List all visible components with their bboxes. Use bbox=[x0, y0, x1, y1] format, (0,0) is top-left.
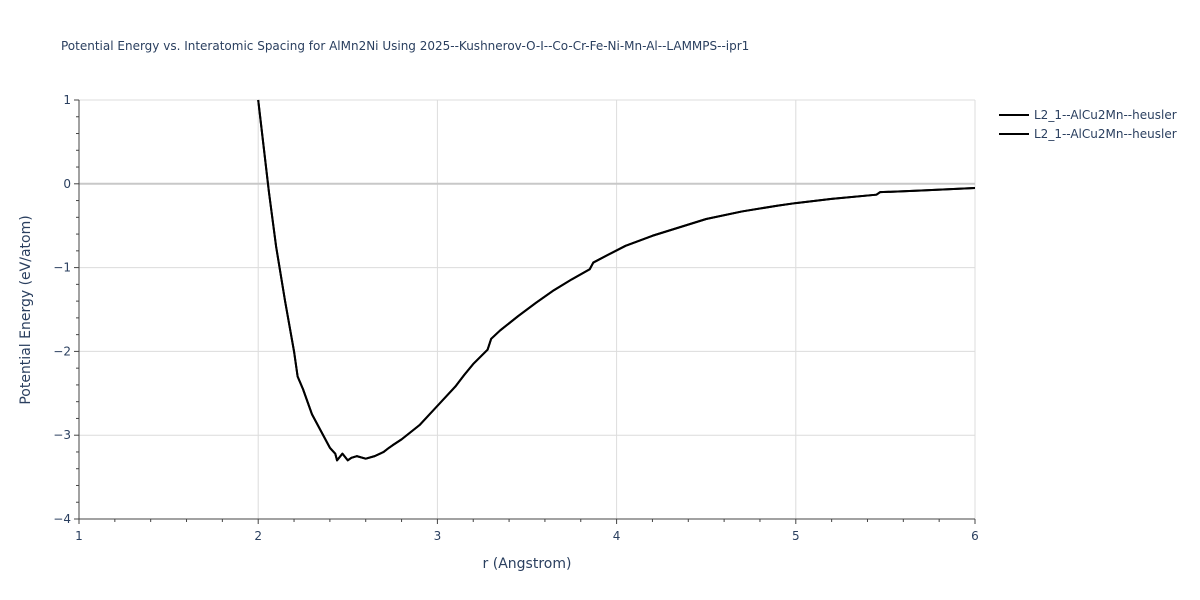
y-tick-label: −1 bbox=[53, 261, 71, 275]
chart-title: Potential Energy vs. Interatomic Spacing… bbox=[61, 39, 749, 53]
y-axis-title: Potential Energy (eV/atom) bbox=[18, 215, 34, 404]
x-tick-label: 3 bbox=[434, 529, 442, 543]
y-tick-label: −4 bbox=[53, 512, 71, 526]
axes bbox=[74, 99, 976, 524]
series-line-2 bbox=[257, 99, 975, 462]
grid-lines bbox=[79, 99, 976, 519]
legend-label: L2_1--AlCu2Mn--heusler bbox=[1034, 108, 1177, 122]
x-tick-label: 6 bbox=[971, 529, 979, 543]
x-tick-label: 2 bbox=[254, 529, 262, 543]
x-tick-label: 1 bbox=[75, 529, 83, 543]
y-tick-label: −3 bbox=[53, 428, 71, 442]
y-tick-label: 0 bbox=[63, 177, 71, 191]
x-tick-labels: 1 2 3 4 5 6 bbox=[75, 529, 979, 543]
legend-item-1[interactable]: L2_1--AlCu2Mn--heusler bbox=[999, 108, 1177, 122]
legend-item-2[interactable]: L2_1--AlCu2Mn--heusler bbox=[999, 127, 1177, 141]
plot-area bbox=[257, 99, 975, 462]
x-tick-label: 4 bbox=[613, 529, 621, 543]
x-axis-title: r (Angstrom) bbox=[483, 556, 572, 572]
y-tick-label: 1 bbox=[63, 93, 71, 107]
y-tick-label: −2 bbox=[53, 344, 71, 358]
legend[interactable]: L2_1--AlCu2Mn--heusler L2_1--AlCu2Mn--heu… bbox=[999, 108, 1177, 141]
x-tick-label: 5 bbox=[792, 529, 800, 543]
y-tick-labels: 1 0 −1 −2 −3 −4 bbox=[53, 93, 71, 526]
legend-label: L2_1--AlCu2Mn--heusler bbox=[1034, 127, 1177, 141]
